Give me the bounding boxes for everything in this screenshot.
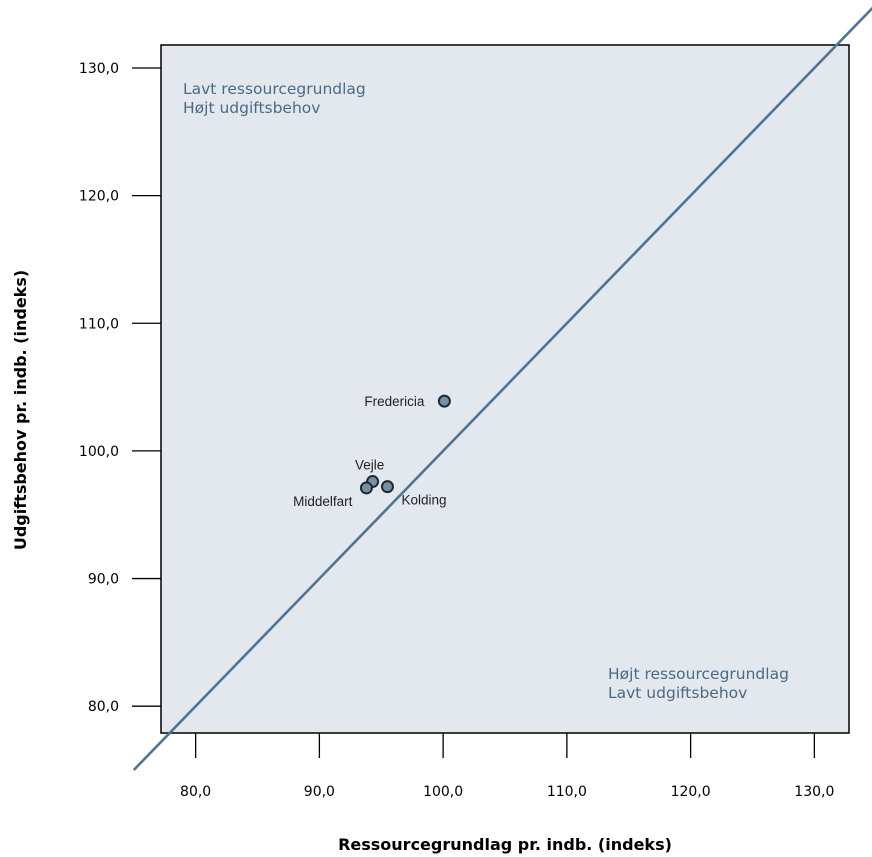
- data-points: Fredericia Vejle Middelfart Kolding: [293, 394, 451, 509]
- data-point-label: Fredericia: [364, 394, 425, 409]
- data-point-label: Vejle: [355, 458, 384, 473]
- x-tick-label: 100,0: [423, 784, 463, 800]
- annotation-bottom-right-line1: Højt ressourcegrundlag: [608, 665, 789, 683]
- y-tick-label: 80,0: [88, 699, 119, 715]
- annotation-top-left-line2: Højt udgiftsbehov: [183, 99, 320, 117]
- y-axis-title: Udgiftsbehov pr. indb. (indeks): [11, 270, 30, 550]
- x-axis-title: Ressourcegrundlag pr. indb. (indeks): [338, 835, 672, 854]
- plot-area: [160, 44, 850, 734]
- y-axis: 80,0 90,0 100,0 110,0 120,0 130,0: [79, 61, 161, 715]
- data-point-label: Middelfart: [293, 494, 353, 509]
- y-tick-label: 90,0: [88, 572, 119, 588]
- data-point: [359, 481, 373, 495]
- y-tick-label: 100,0: [79, 444, 119, 460]
- x-axis: 80,0 90,0 100,0 110,0 120,0 130,0: [180, 733, 834, 800]
- y-tick-label: 120,0: [79, 189, 119, 205]
- data-point: [380, 480, 394, 494]
- annotation-top-left: Lavt ressourcegrundlag Højt udgiftsbehov: [183, 80, 366, 117]
- x-tick-label: 120,0: [671, 784, 711, 800]
- annotation-bottom-right: Højt ressourcegrundlag Lavt udgiftsbehov: [608, 665, 789, 702]
- x-tick-label: 80,0: [180, 784, 211, 800]
- data-point-label: Kolding: [401, 493, 446, 508]
- data-point: [437, 394, 451, 408]
- x-tick-label: 110,0: [547, 784, 587, 800]
- y-tick-label: 130,0: [79, 61, 119, 77]
- x-tick-label: 130,0: [794, 784, 834, 800]
- annotation-bottom-right-line2: Lavt udgiftsbehov: [608, 684, 747, 702]
- x-tick-label: 90,0: [304, 784, 335, 800]
- annotation-top-left-line1: Lavt ressourcegrundlag: [183, 80, 366, 98]
- y-tick-label: 110,0: [79, 316, 119, 332]
- reference-diagonal-line: [132, 6, 872, 771]
